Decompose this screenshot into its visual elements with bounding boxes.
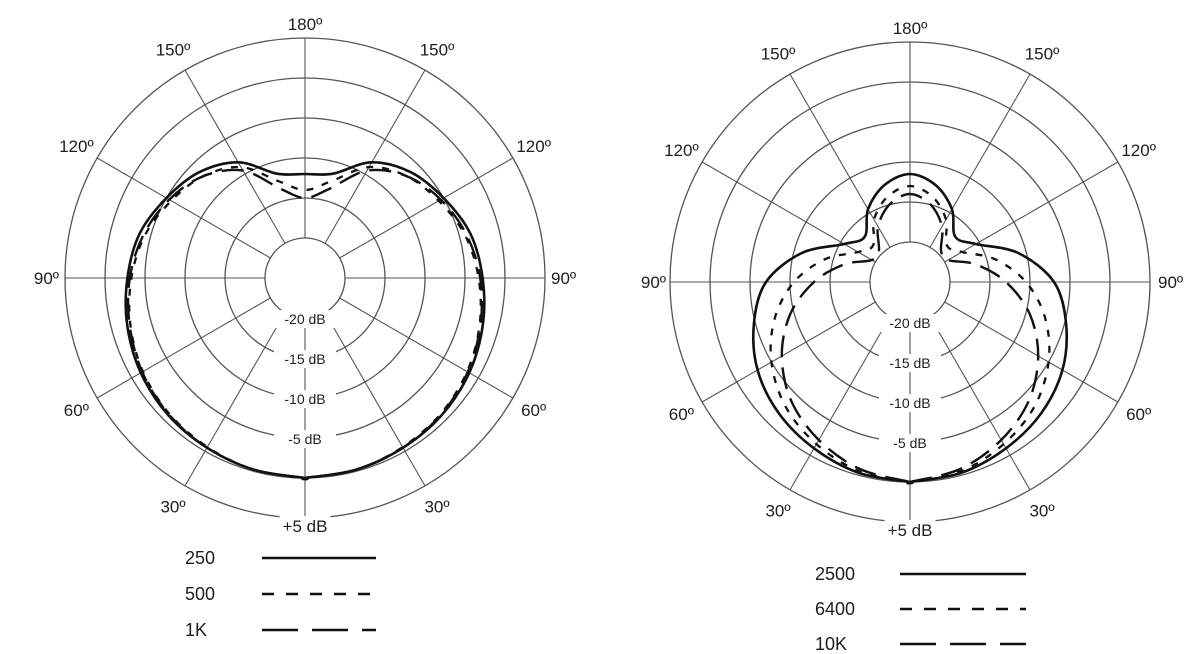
- angle-label: 60º: [521, 401, 546, 420]
- angle-label: 150º: [761, 44, 796, 63]
- angle-label-bg: [421, 496, 453, 518]
- angle-label-bg: [884, 520, 936, 541]
- radial-label-bg: [274, 350, 336, 368]
- grid-spoke: [339, 297, 514, 399]
- grid-ring: [869, 241, 951, 323]
- angle-label-bg: [152, 39, 194, 61]
- radial-label-bg: [879, 394, 941, 412]
- series-curve-2500: [751, 172, 1069, 485]
- angle-label: 30º: [424, 498, 449, 517]
- grid-spoke: [324, 312, 426, 487]
- radial-tick-label: -15 dB: [284, 351, 325, 367]
- grid-spoke: [789, 316, 891, 491]
- legend-label: 10K: [815, 634, 847, 654]
- legend: 250 500 1K: [185, 548, 376, 640]
- grid-spoke: [944, 301, 1119, 403]
- angle-label-bg: [513, 136, 554, 157]
- angle-label: 150º: [1025, 44, 1060, 63]
- angle-label-bg: [279, 516, 331, 537]
- angle-label-bg: [1026, 500, 1058, 522]
- angle-label-bg: [548, 268, 580, 289]
- polar-chart-left: -20 dB -15 dB -10 dB -5 dB +5 dB 30º 30º 60º 60º…: [30, 14, 580, 640]
- angle-label-bg: [661, 140, 702, 161]
- series-curve-250: [124, 160, 486, 481]
- grid-spoke: [324, 69, 426, 244]
- angle-label-bg: [1021, 43, 1063, 65]
- grid-spoke: [339, 157, 514, 259]
- radial-tick-label: -20 dB: [889, 315, 930, 331]
- angle-label-bg: [1155, 272, 1187, 293]
- grid-spoke: [789, 73, 891, 248]
- angle-label-bg: [762, 500, 794, 522]
- radial-tick-label-outer: +5 dB: [888, 521, 933, 540]
- angle-label-bg: [889, 18, 931, 39]
- angle-label: 30º: [765, 502, 790, 521]
- legend-label: 6400: [815, 599, 855, 619]
- polar-chart-right: -20 dB -15 dB -10 dB -5 dB +5 dB 30º 30º 60º 60º…: [637, 18, 1187, 654]
- grid-spoke: [929, 316, 1031, 491]
- angle-label: 90º: [641, 273, 666, 292]
- angle-label: 120º: [1121, 141, 1156, 160]
- radial-label-bg: [274, 390, 336, 408]
- series-curve-10K: [780, 192, 1040, 485]
- radial-tick-label: -10 dB: [284, 391, 325, 407]
- angle-label: 150º: [420, 40, 455, 59]
- angle-label: 180º: [893, 19, 928, 38]
- angle-label: 120º: [59, 137, 94, 156]
- radial-tick-label-outer: +5 dB: [283, 517, 328, 536]
- angle-label-bg: [757, 43, 799, 65]
- grid-spoke: [701, 301, 876, 403]
- series-curve-1K: [126, 168, 484, 481]
- legend-label: 500: [185, 584, 215, 604]
- radial-label-bg: [274, 430, 336, 448]
- series-curve-6400: [769, 184, 1051, 485]
- grid-spoke: [184, 312, 286, 487]
- legend: 2500 6400 10K: [815, 564, 1026, 654]
- angle-label: 60º: [669, 405, 694, 424]
- radial-label-bg: [274, 310, 336, 328]
- grid-spoke: [96, 157, 271, 259]
- angle-label: 90º: [34, 269, 59, 288]
- angle-label: 90º: [1158, 273, 1183, 292]
- angle-label: 60º: [64, 401, 89, 420]
- radial-label-bg: [879, 354, 941, 372]
- radial-tick-label: -20 dB: [284, 311, 325, 327]
- angle-label: 90º: [551, 269, 576, 288]
- radial-tick-label: -5 dB: [893, 435, 926, 451]
- angle-label-bg: [518, 400, 550, 421]
- radial-tick-label: -5 dB: [288, 431, 321, 447]
- grid-spoke: [701, 161, 876, 263]
- angle-label-bg: [1118, 140, 1159, 161]
- angle-label-bg: [30, 268, 62, 289]
- angle-label: 60º: [1126, 405, 1151, 424]
- radial-label-bg: [879, 434, 941, 452]
- angle-label-bg: [56, 136, 97, 157]
- angle-label: 30º: [1029, 502, 1054, 521]
- grid-spoke: [96, 297, 271, 399]
- radial-label-bg: [879, 314, 941, 332]
- angle-label-bg: [284, 14, 326, 35]
- angle-label: 30º: [160, 498, 185, 517]
- angle-label-bg: [416, 39, 458, 61]
- angle-label-bg: [637, 272, 669, 293]
- angle-label-bg: [1123, 404, 1155, 425]
- legend-label: 250: [185, 548, 215, 568]
- grid-spoke: [184, 69, 286, 244]
- angle-label: 120º: [516, 137, 551, 156]
- grid-ring: [264, 237, 346, 319]
- angle-label: 150º: [156, 40, 191, 59]
- radial-tick-label: -15 dB: [889, 355, 930, 371]
- radial-tick-label: -10 dB: [889, 395, 930, 411]
- angle-label-bg: [60, 400, 92, 421]
- angle-label: 180º: [288, 15, 323, 34]
- legend-label: 2500: [815, 564, 855, 584]
- angle-label: 120º: [664, 141, 699, 160]
- legend-label: 1K: [185, 620, 207, 640]
- angle-label-bg: [157, 496, 189, 518]
- grid-spoke: [944, 161, 1119, 263]
- angle-label-bg: [665, 404, 697, 425]
